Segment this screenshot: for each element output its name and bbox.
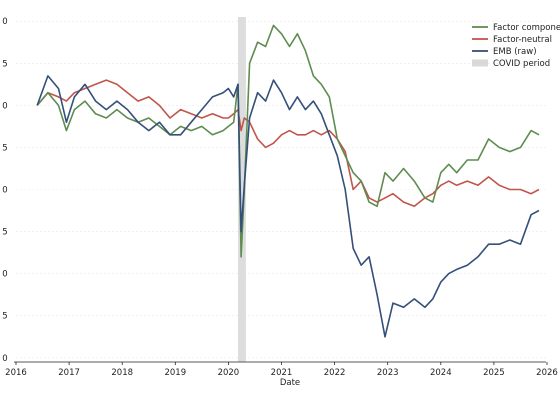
legend-label: Factor-neutral xyxy=(493,35,552,45)
y-tick-label: 0 xyxy=(2,186,7,196)
x-tick-label: 2022 xyxy=(324,368,346,378)
series-line-emb-raw xyxy=(36,75,540,338)
legend-label: COVID period xyxy=(493,59,550,69)
y-tick-label: 5 xyxy=(2,228,7,238)
x-tick-label: 2021 xyxy=(271,368,293,378)
legend-label: Factor component xyxy=(493,23,560,33)
series-line-factor-neutral xyxy=(36,79,540,208)
y-tick-label: 5 xyxy=(2,143,7,153)
y-tick-label: 0 xyxy=(2,270,7,280)
x-tick-label: 2019 xyxy=(164,368,186,378)
y-tick-label: 5 xyxy=(2,312,7,322)
x-tick-label: 2025 xyxy=(483,368,505,378)
covid-shaded-region xyxy=(237,17,246,362)
series-lines xyxy=(36,24,540,338)
gridlines xyxy=(16,20,547,359)
y-ticks: 0 5 0 5 0 5 0 5 0 xyxy=(2,17,7,364)
y-tick-label: 5 xyxy=(2,59,7,69)
x-ticks: 2016 2017 2018 2019 2020 2021 2022 2023 2024 2025… xyxy=(5,362,558,378)
legend: Factor component Factor-neutral EMB (raw) C… xyxy=(472,23,560,69)
series-line-factor-component xyxy=(36,24,540,258)
x-tick-label: 2026 xyxy=(536,368,558,378)
x-tick-label: 2017 xyxy=(58,368,80,378)
covid-period-band xyxy=(237,17,246,362)
x-axis-title: Date xyxy=(280,378,300,388)
x-tick-label: 2018 xyxy=(111,368,133,378)
y-tick-label: 0 xyxy=(2,354,7,364)
legend-label: EMB (raw) xyxy=(493,47,537,57)
x-tick-label: 2024 xyxy=(430,368,452,378)
x-tick-label: 2016 xyxy=(5,368,27,378)
y-tick-label: 0 xyxy=(2,17,7,27)
x-tick-label: 2023 xyxy=(377,368,399,378)
legend-swatch xyxy=(472,59,488,67)
y-tick-label: 0 xyxy=(2,101,7,111)
x-tick-label: 2020 xyxy=(218,368,240,378)
